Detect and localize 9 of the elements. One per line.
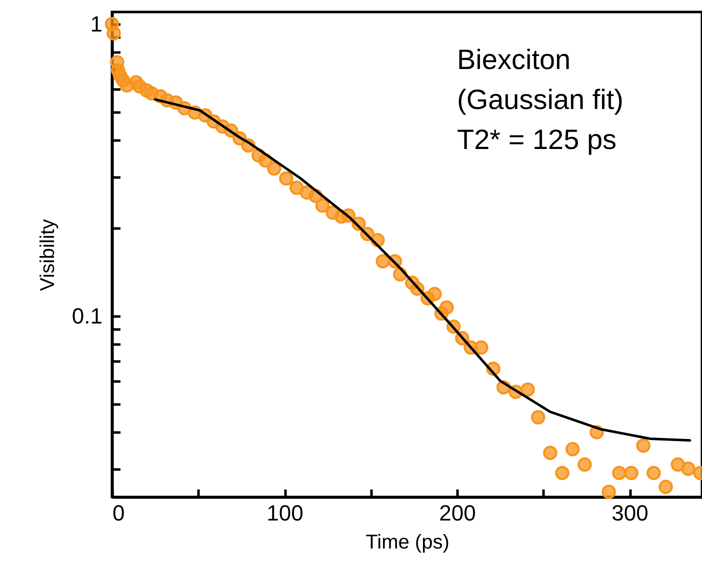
x-tick-label: 100 bbox=[266, 500, 304, 526]
y-tick-label: 1 bbox=[90, 12, 102, 37]
annotation: Biexciton (Gaussian fit) T2* = 125 ps bbox=[457, 44, 624, 155]
x-axis-title: Time (ps) bbox=[366, 532, 450, 554]
x-tick-label: 300 bbox=[612, 500, 648, 526]
y-axis-title: Visibility bbox=[36, 219, 59, 291]
x-tick-label: 0 bbox=[112, 500, 125, 526]
x-tick-label: 200 bbox=[439, 500, 476, 526]
y-tick-label: 0.1 bbox=[72, 304, 102, 329]
